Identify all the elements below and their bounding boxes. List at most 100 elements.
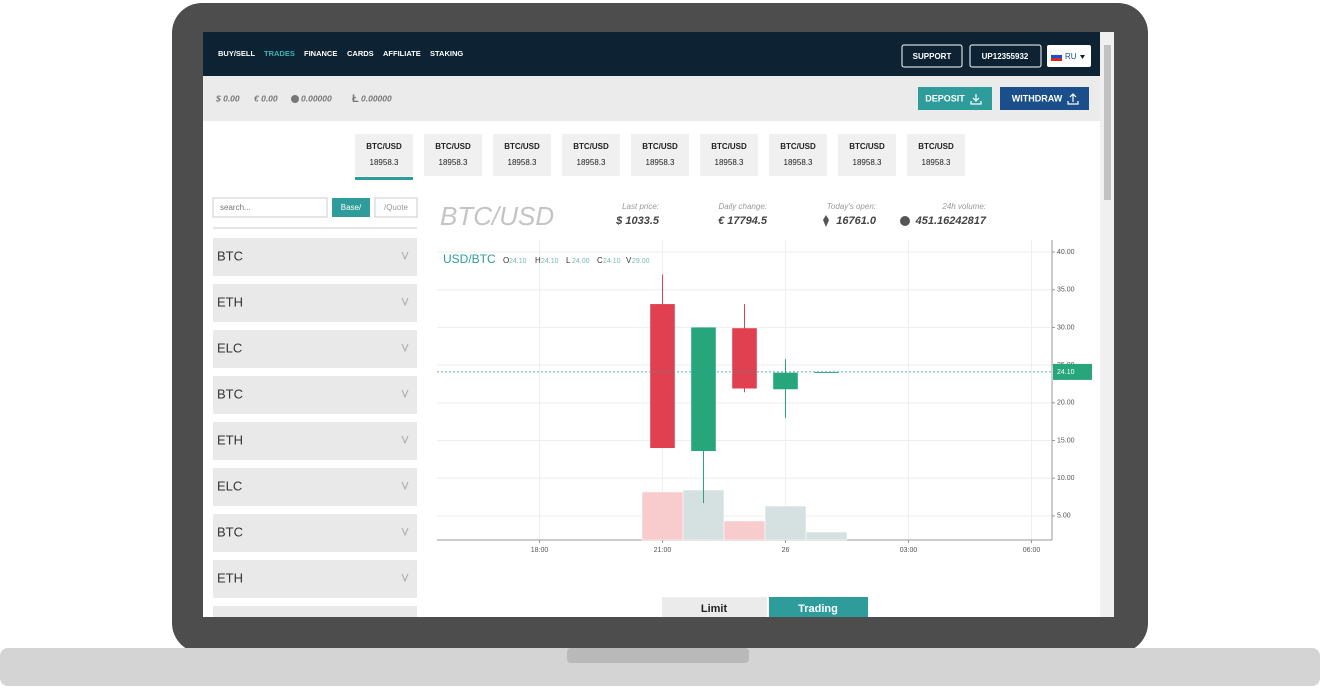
y-tick-label: 30.00 — [1057, 324, 1075, 331]
support-label[interactable]: SUPPORT — [913, 52, 952, 61]
scrollbar-thumb[interactable] — [1104, 45, 1111, 200]
candle-body — [732, 328, 757, 389]
withdraw-label[interactable]: WITHDRAW — [1012, 93, 1063, 103]
ohlcv-value: 24.10 — [509, 258, 527, 265]
asset-row[interactable] — [213, 330, 417, 368]
ticker-pair[interactable]: BTC/USD — [435, 142, 471, 151]
ohlcv-value: 24.10 — [541, 258, 559, 265]
asset-name[interactable]: BTC — [217, 248, 243, 263]
x-tick-label: 21:00 — [654, 547, 672, 554]
ticker-pair[interactable]: BTC/USD — [711, 142, 747, 151]
base-label[interactable]: Base/ — [341, 203, 362, 212]
tab-label[interactable]: Limit — [701, 603, 728, 615]
ticker-price[interactable]: 18958.3 — [784, 158, 813, 167]
ticker[interactable] — [838, 134, 896, 176]
asset-row[interactable] — [213, 284, 417, 322]
quote-button[interactable] — [374, 197, 418, 218]
stat-label: Daily change: — [719, 202, 767, 211]
asset-row[interactable] — [213, 376, 417, 414]
ticker[interactable] — [907, 134, 965, 176]
ticker[interactable] — [700, 134, 758, 176]
ticker[interactable] — [769, 134, 827, 176]
x-tick-label: 06:00 — [1023, 547, 1041, 554]
asset-name[interactable]: ETH — [217, 432, 243, 447]
stat-value: $ 1033.5 — [615, 215, 660, 227]
asset-row[interactable] — [213, 422, 417, 460]
nav-link[interactable]: BUY/SELL — [218, 49, 256, 58]
asset-row[interactable] — [213, 468, 417, 506]
asset-name[interactable]: BTC — [217, 524, 243, 539]
nav-link[interactable]: FINANCE — [304, 49, 337, 58]
deposit-label[interactable]: DEPOSIT — [925, 93, 965, 103]
withdraw-button[interactable] — [1000, 87, 1089, 110]
stat-value: 451.16242817 — [915, 215, 987, 227]
ticker-active — [355, 177, 413, 180]
chevron — [401, 251, 409, 261]
language-label[interactable]: RU — [1065, 52, 1077, 61]
ticker[interactable] — [631, 134, 689, 176]
candle-body — [691, 327, 716, 452]
chevron — [401, 435, 409, 445]
ticker-pair[interactable]: BTC/USD — [780, 142, 816, 151]
tab-label[interactable]: Trading — [798, 603, 838, 615]
chart-legend: USD/BTC — [443, 252, 496, 266]
search-placeholder[interactable]: search... — [220, 203, 251, 212]
ticker-price[interactable]: 18958.3 — [370, 158, 399, 167]
balance: $ 0.00 — [215, 93, 240, 103]
asset-name[interactable]: BTC — [217, 386, 243, 401]
asset-name[interactable]: ELC — [217, 478, 242, 493]
y-tick-label: 15.00 — [1057, 437, 1075, 444]
language-button[interactable] — [1047, 45, 1091, 67]
tab[interactable] — [769, 597, 868, 617]
nav-link[interactable]: CARDS — [347, 49, 374, 58]
navbar — [203, 32, 1100, 76]
account-button[interactable] — [969, 44, 1042, 68]
ticker-pair[interactable]: BTC/USD — [849, 142, 885, 151]
ticker[interactable] — [493, 134, 551, 176]
ticker-price[interactable]: 18958.3 — [715, 158, 744, 167]
withdraw-icon — [1067, 93, 1079, 105]
candle-body — [773, 372, 798, 390]
ticker-pair[interactable]: BTC/USD — [366, 142, 402, 151]
asset-row[interactable] — [213, 238, 417, 276]
ticker[interactable] — [562, 134, 620, 176]
ohlcv-key: O — [503, 256, 509, 265]
nav-link[interactable]: AFFILIATE — [383, 49, 421, 58]
ohlcv-value: 24.00 — [572, 258, 590, 265]
ticker-pair[interactable]: BTC/USD — [504, 142, 540, 151]
nav-link[interactable]: TRADES — [264, 49, 295, 58]
ticker-price[interactable]: 18958.3 — [922, 158, 951, 167]
ticker-pair[interactable]: BTC/USD — [918, 142, 954, 151]
y-tick-label: 40.00 — [1057, 249, 1075, 256]
volume-bar — [723, 520, 766, 541]
asset-row[interactable] — [213, 514, 417, 552]
account-label[interactable]: UP12355932 — [982, 52, 1029, 61]
ticker-pair[interactable]: BTC/USD — [642, 142, 678, 151]
base-button[interactable] — [332, 198, 370, 217]
asset-name[interactable]: ETH — [217, 294, 243, 309]
tab[interactable] — [662, 597, 767, 617]
ticker[interactable] — [424, 134, 482, 176]
dropdown-caret — [1080, 55, 1085, 59]
flag — [1050, 50, 1063, 56]
stat-label: Today's open: — [827, 202, 876, 211]
ticker[interactable] — [355, 134, 413, 176]
asset-row[interactable] — [213, 560, 417, 598]
ticker-pair[interactable]: BTC/USD — [573, 142, 609, 151]
ticker-price[interactable]: 18958.3 — [646, 158, 675, 167]
ticker-price[interactable]: 18958.3 — [508, 158, 537, 167]
nav-link[interactable]: STAKING — [430, 49, 463, 58]
x-tick-label: 18:00 — [531, 547, 549, 554]
ohlcv-key: L — [566, 256, 571, 265]
asset-name[interactable]: ETH — [217, 570, 243, 585]
ticker-price[interactable]: 18958.3 — [439, 158, 468, 167]
asset-name[interactable]: ELC — [217, 340, 242, 355]
search-input[interactable] — [212, 197, 328, 218]
balance: € 0.00 — [254, 93, 278, 103]
y-tick-label: 10.00 — [1057, 475, 1075, 482]
quote-label[interactable]: /Quote — [384, 203, 409, 212]
support-button[interactable] — [901, 44, 963, 68]
ticker-price[interactable]: 18958.3 — [853, 158, 882, 167]
ticker-price[interactable]: 18958.3 — [577, 158, 606, 167]
